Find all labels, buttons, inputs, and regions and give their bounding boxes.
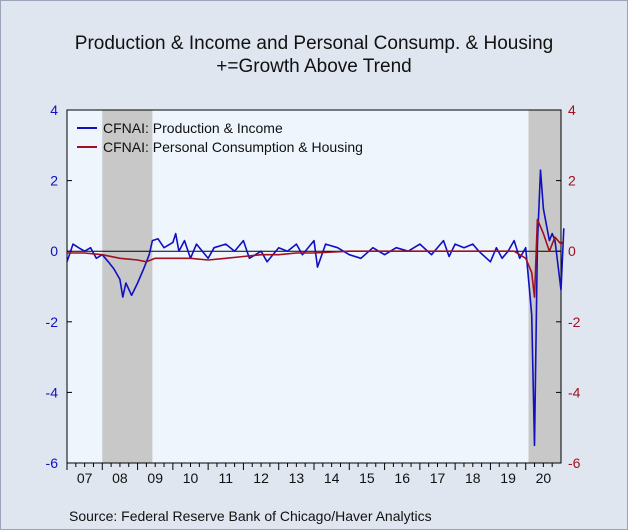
x-tick-label: 16 [394, 470, 410, 486]
x-tick-label: 17 [430, 470, 446, 486]
legend-label: CFNAI: Personal Consumption & Housing [103, 139, 363, 155]
x-tick-label: 20 [536, 470, 552, 486]
x-tick-label: 11 [219, 470, 234, 486]
x-tick-label: 13 [289, 470, 305, 486]
x-tick-label: 09 [147, 470, 163, 486]
y-tick-label-left: 4 [50, 102, 58, 118]
y-tick-label-right: -2 [568, 314, 581, 330]
y-tick-label-right: 0 [568, 243, 576, 259]
y-tick-label-left: -6 [46, 455, 59, 471]
series-line-production-income [66, 169, 565, 447]
x-tick-label: 18 [465, 470, 481, 486]
x-tick-label: 19 [500, 470, 516, 486]
series-line-personal-consumption-housing [67, 218, 565, 298]
y-tick-label-right: 4 [568, 102, 576, 118]
y-tick-label-right: -4 [568, 384, 581, 400]
x-tick-label: 12 [253, 470, 269, 486]
y-tick-label-left: 0 [50, 243, 58, 259]
source-note: Source: Federal Reserve Bank of Chicago/… [69, 508, 432, 524]
legend-label: CFNAI: Production & Income [103, 120, 283, 136]
chart-title: Production & Income and Personal Consump… [74, 33, 554, 54]
x-tick-label: 10 [183, 470, 199, 486]
y-tick-label-left: -4 [46, 384, 59, 400]
x-tick-label: 07 [77, 470, 93, 486]
y-tick-label-left: -2 [46, 314, 59, 330]
x-tick-label: 15 [359, 470, 375, 486]
y-tick-label-right: -6 [568, 455, 581, 471]
y-tick-label-left: 2 [50, 173, 58, 189]
y-tick-label-right: 2 [568, 173, 576, 189]
x-tick-label: 14 [324, 470, 340, 486]
x-tick-label: 08 [112, 470, 128, 486]
chart-subtitle: +=Growth Above Trend [216, 56, 412, 77]
